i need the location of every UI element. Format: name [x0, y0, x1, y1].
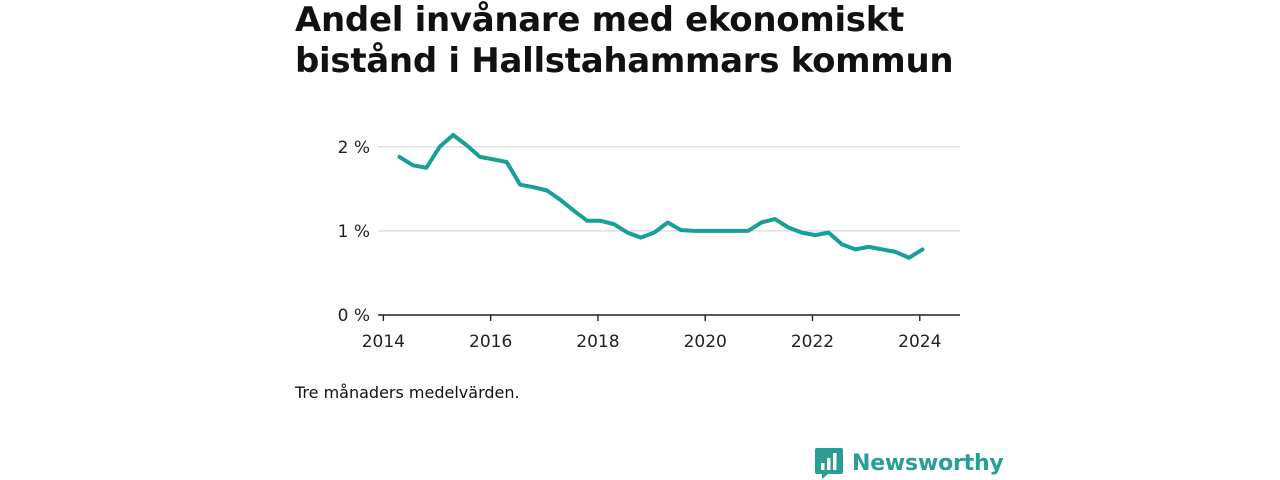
- brand-name: Newsworthy: [852, 450, 1004, 476]
- x-axis-ticks: 2014 2016 2018 2020 2022 2024: [362, 315, 941, 352]
- x-tick-label: 2020: [684, 332, 727, 352]
- y-tick-label: 2 %: [338, 138, 370, 158]
- x-tick-label: 2018: [576, 332, 619, 352]
- y-axis-ticks: 0 % 1 % 2 %: [338, 138, 370, 326]
- y-tick-label: 0 %: [338, 306, 370, 326]
- series: [397, 133, 925, 260]
- chart-note: Tre månaders medelvärden.: [295, 383, 520, 402]
- gridlines: [378, 146, 960, 232]
- series-line: [397, 133, 925, 260]
- x-tick-label: 2014: [362, 332, 405, 352]
- chart-title: Andel invånare med ekonomiskt bistånd i …: [295, 0, 954, 81]
- x-tick-label: 2024: [898, 332, 941, 352]
- x-tick-label: 2022: [791, 332, 834, 352]
- brand-logo[interactable]: Newsworthy: [814, 446, 1004, 480]
- x-tick-label: 2016: [469, 332, 512, 352]
- bar-chart-speech-bubble-icon: [815, 448, 843, 479]
- y-tick-label: 1 %: [338, 222, 370, 242]
